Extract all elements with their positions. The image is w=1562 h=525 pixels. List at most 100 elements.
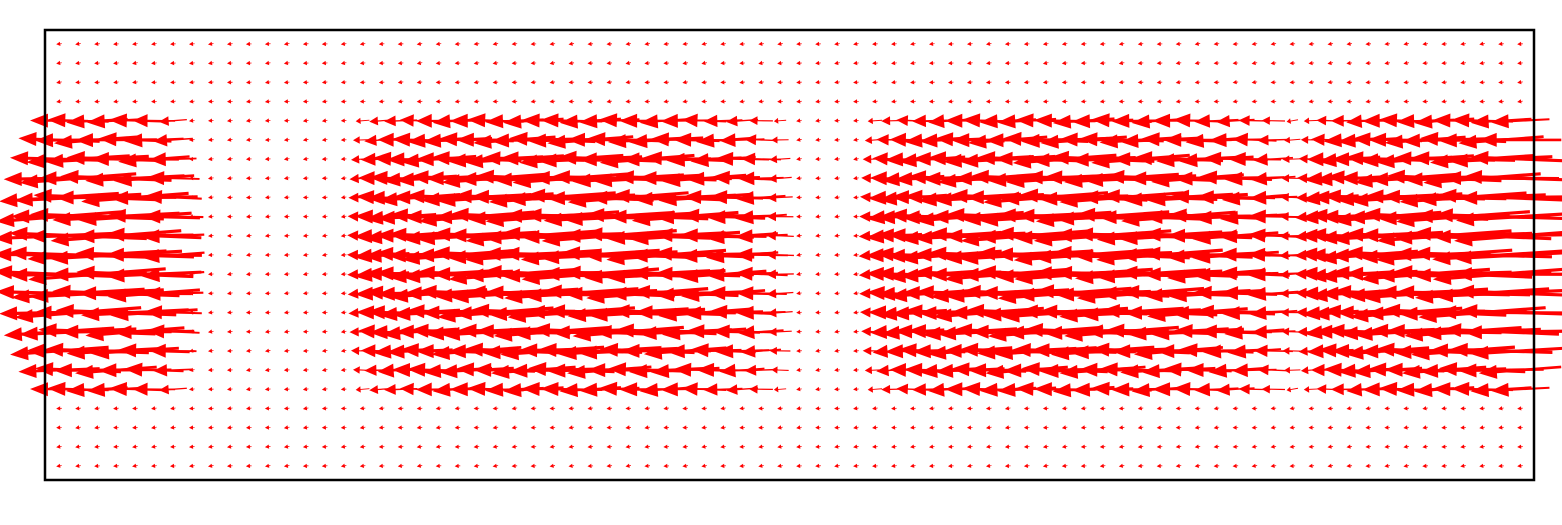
vector-arrow <box>1498 425 1504 430</box>
vector-arrow <box>853 233 859 238</box>
vector-arrow <box>862 346 887 356</box>
vector-arrow <box>1330 114 1368 127</box>
vector-arrow <box>768 174 792 183</box>
vector-arrow <box>49 249 183 265</box>
vector-arrow <box>454 463 461 469</box>
vector-arrow <box>1213 425 1220 430</box>
vector-arrow <box>1463 170 1562 184</box>
vector-arrow <box>1441 60 1447 66</box>
vector-arrow <box>701 425 707 430</box>
vector-arrow <box>682 99 688 104</box>
vector-arrow <box>511 425 518 430</box>
vector-arrow <box>189 99 195 104</box>
vector-arrow <box>149 152 197 167</box>
vector-arrow <box>492 463 499 468</box>
vector-arrow <box>340 291 347 296</box>
vector-arrow <box>359 425 366 430</box>
vector-arrow <box>75 406 81 411</box>
vector-arrow <box>606 99 613 104</box>
vector-arrow <box>283 99 290 104</box>
vector-arrow <box>321 41 328 47</box>
vector-arrow <box>891 406 897 411</box>
vector-arrow <box>853 463 859 468</box>
vector-arrow <box>891 99 897 104</box>
vector-arrow <box>530 425 537 430</box>
vector-arrow <box>1282 347 1303 355</box>
vector-arrow <box>815 271 821 277</box>
vector-arrow <box>796 60 802 66</box>
vector-arrow <box>19 326 137 341</box>
vector-arrow <box>530 80 537 85</box>
vector-arrow <box>378 80 385 85</box>
vector-arrow <box>302 60 309 66</box>
vector-arrow <box>1460 425 1466 430</box>
vector-arrow <box>1227 152 1282 166</box>
vector-arrow <box>321 99 328 104</box>
vector-arrow <box>1270 80 1277 85</box>
vector-arrow <box>340 406 347 411</box>
vector-arrow <box>720 425 726 430</box>
vector-arrow <box>549 99 556 104</box>
vector-arrow <box>1257 364 1290 376</box>
vector-arrow <box>473 406 480 411</box>
vector-arrow <box>321 329 328 334</box>
vector-arrow <box>758 60 764 66</box>
vector-arrow <box>1517 80 1523 85</box>
vector-arrow <box>1167 228 1266 243</box>
vector-arrow <box>625 406 631 411</box>
vector-arrow <box>19 172 137 189</box>
vector-arrow <box>340 176 347 181</box>
vector-arrow <box>663 60 669 66</box>
vector-arrow <box>94 444 100 449</box>
vector-arrow <box>1308 60 1315 66</box>
vector-arrow <box>720 41 726 46</box>
vector-arrow <box>568 99 575 104</box>
vector-arrow <box>321 386 328 392</box>
vector-arrow <box>435 425 442 430</box>
vector-arrow <box>1346 425 1353 430</box>
vector-arrow <box>1376 229 1512 247</box>
vector-arrow <box>321 271 328 277</box>
vector-arrow <box>796 176 802 181</box>
vector-arrow <box>340 80 347 85</box>
vector-arrow <box>1443 323 1559 338</box>
vector-arrow <box>1118 425 1125 430</box>
vector-arrow <box>1061 80 1068 85</box>
vector-arrow <box>141 268 205 283</box>
vector-arrow <box>853 425 859 430</box>
vector-arrow <box>1003 131 1089 146</box>
vector-arrow <box>796 463 802 469</box>
vector-arrow <box>834 367 840 373</box>
vector-arrow <box>189 387 195 392</box>
vector-arrow <box>1216 115 1255 128</box>
vector-arrow <box>416 406 423 411</box>
vector-arrow <box>227 463 233 469</box>
vector-arrow <box>1403 463 1409 468</box>
vector-arrow <box>967 60 973 66</box>
vector-arrow <box>397 463 404 468</box>
vector-arrow <box>189 252 195 257</box>
vector-arrow <box>353 136 373 144</box>
vector-arrow <box>1042 444 1049 449</box>
vector-arrow <box>397 41 404 47</box>
vector-arrow <box>265 348 271 353</box>
vector-arrow <box>773 386 787 393</box>
vector-arrow <box>815 233 821 238</box>
vector-arrow <box>359 41 366 46</box>
vector-arrow <box>439 364 514 379</box>
vector-arrow <box>1418 192 1546 207</box>
vector-arrow <box>777 80 783 85</box>
vector-arrow <box>1365 99 1371 104</box>
vector-arrow <box>1099 444 1106 449</box>
vector-arrow <box>227 156 233 161</box>
vector-arrow <box>189 310 195 315</box>
vector-arrow <box>302 195 309 200</box>
vector-arrow <box>1327 425 1334 430</box>
vector-arrow <box>914 230 1026 245</box>
vector-arrow <box>834 118 840 123</box>
vector-arrow <box>208 99 214 104</box>
vector-arrow <box>1458 134 1544 149</box>
vector-arrow <box>1479 444 1485 449</box>
vector-arrow <box>340 425 347 430</box>
vector-arrow <box>355 117 370 124</box>
